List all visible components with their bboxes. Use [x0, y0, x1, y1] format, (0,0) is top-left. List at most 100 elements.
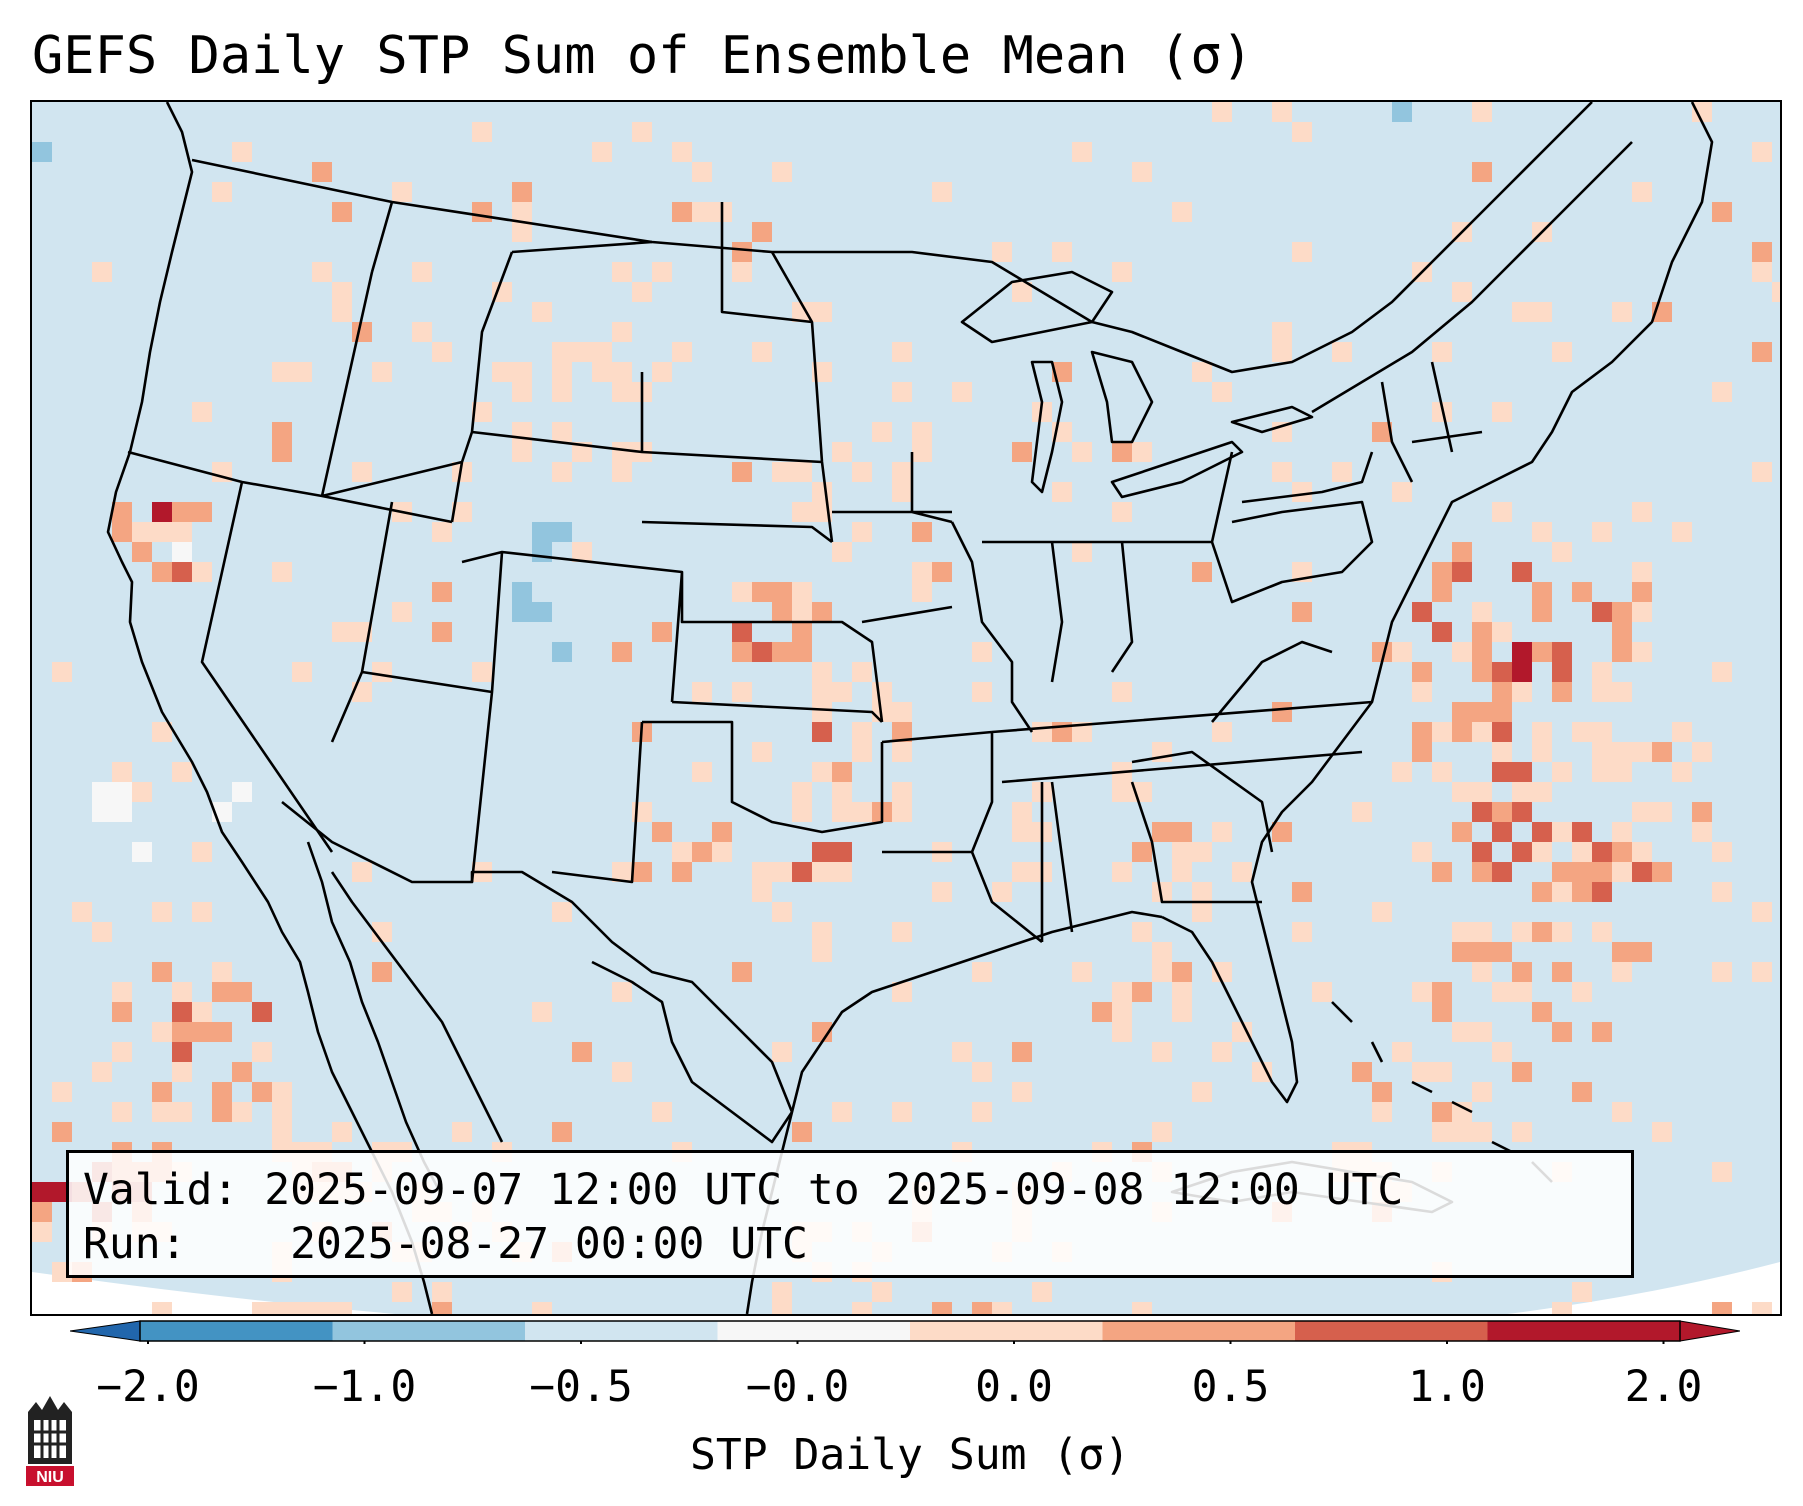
stp-cell	[1692, 822, 1712, 842]
stp-cell	[432, 342, 452, 362]
stp-cell	[792, 642, 812, 662]
stp-cell	[352, 862, 372, 882]
stp-cell	[1412, 1062, 1432, 1082]
stp-cell	[1752, 242, 1772, 262]
stp-cell	[1552, 1022, 1572, 1042]
baja-coastline	[306, 841, 442, 1193]
colorbar-over-arrow	[1679, 1320, 1740, 1342]
stp-cell	[1012, 1042, 1032, 1062]
stp-cell	[1152, 882, 1172, 902]
stp-cell	[612, 322, 632, 342]
stp-cell	[512, 182, 532, 202]
colorbar-outline	[139, 1320, 1681, 1342]
stp-cell	[812, 922, 832, 942]
stp-cell	[1192, 1082, 1212, 1102]
stp-cell	[832, 762, 852, 782]
stp-cell	[752, 862, 772, 882]
stp-cell	[532, 542, 552, 562]
stp-cell	[172, 1002, 192, 1022]
stp-cell	[1612, 862, 1632, 882]
stp-cell	[1212, 722, 1232, 742]
stp-cell	[1112, 862, 1132, 882]
stp-cell	[1392, 642, 1412, 662]
stp-cell	[1572, 1282, 1592, 1302]
stp-cell	[812, 1022, 832, 1042]
stp-cell	[432, 582, 452, 602]
stp-cell	[1612, 682, 1632, 702]
stp-cell	[652, 822, 672, 842]
valid-label: Valid:	[83, 1165, 239, 1215]
stp-cell	[1472, 962, 1492, 982]
stp-cell	[612, 262, 632, 282]
stp-cell	[1612, 622, 1632, 642]
stp-cell	[1372, 422, 1392, 442]
stp-cell	[1252, 1062, 1272, 1082]
stp-cell	[1752, 142, 1772, 162]
stp-cell	[1592, 742, 1612, 762]
niu-logo: NIU	[26, 1396, 74, 1486]
stp-cell	[212, 982, 232, 1002]
stp-cell	[1272, 322, 1292, 342]
stp-cell	[1552, 342, 1572, 362]
stp-cell	[832, 802, 852, 822]
colorbar-label: STP Daily Sum (σ)	[689, 1430, 1131, 1480]
stp-cell	[1172, 862, 1192, 882]
stp-cell	[272, 362, 292, 382]
stp-cell	[132, 842, 152, 862]
stp-cell	[1172, 202, 1192, 222]
stp-cell	[632, 282, 652, 302]
stp-cell	[1412, 842, 1432, 862]
stp-cell	[92, 782, 112, 802]
stp-cell	[1512, 962, 1532, 982]
stp-cell	[1472, 782, 1492, 802]
stp-cell	[1292, 602, 1312, 622]
stp-cell	[1192, 902, 1212, 922]
stp-cell	[232, 1102, 252, 1122]
stp-cell	[812, 862, 832, 882]
stp-cell	[732, 462, 752, 482]
stp-cell	[912, 422, 932, 442]
stp-cell	[1572, 582, 1592, 602]
stp-cell	[1432, 582, 1452, 602]
stp-cell	[392, 182, 412, 202]
stp-cell	[1512, 302, 1532, 322]
stp-cell	[1552, 662, 1572, 682]
stp-cell	[1432, 562, 1452, 582]
stp-cell	[912, 562, 932, 582]
stp-cell	[1712, 1302, 1732, 1314]
stp-cell	[1712, 842, 1732, 862]
stp-cell	[932, 882, 952, 902]
stp-cell	[1592, 922, 1612, 942]
stp-cell	[972, 1102, 992, 1122]
stp-cell	[1052, 482, 1072, 502]
colorbar-under-arrow	[70, 1320, 141, 1342]
stp-cell	[752, 882, 772, 902]
stp-cell	[1752, 962, 1772, 982]
stp-cell	[172, 562, 192, 582]
stp-cell	[1012, 282, 1032, 302]
lake-superior	[960, 270, 1114, 344]
stp-cell	[1432, 1062, 1452, 1082]
colorbar-tick-label: −0.0	[745, 1362, 850, 1412]
svg-text:NIU: NIU	[36, 1469, 64, 1486]
stp-cell	[152, 902, 172, 922]
stp-cell	[1152, 822, 1172, 842]
stp-cell	[72, 902, 92, 922]
stp-cell	[152, 722, 172, 742]
stp-cell	[112, 1042, 132, 1062]
stp-cell	[1192, 562, 1212, 582]
stp-cell	[1592, 862, 1612, 882]
stp-cell	[1632, 802, 1652, 822]
stp-cell	[452, 502, 472, 522]
stp-cell	[512, 602, 532, 622]
stp-cell	[1412, 662, 1432, 682]
stp-cell	[192, 902, 212, 922]
stp-cell	[752, 582, 772, 602]
stp-cell	[812, 662, 832, 682]
stp-cell	[132, 542, 152, 562]
stp-cell	[1492, 802, 1512, 822]
colorbar-segment	[525, 1321, 718, 1341]
stp-cell	[1572, 822, 1592, 842]
stp-cell	[1372, 902, 1392, 922]
stp-cell	[1472, 162, 1492, 182]
